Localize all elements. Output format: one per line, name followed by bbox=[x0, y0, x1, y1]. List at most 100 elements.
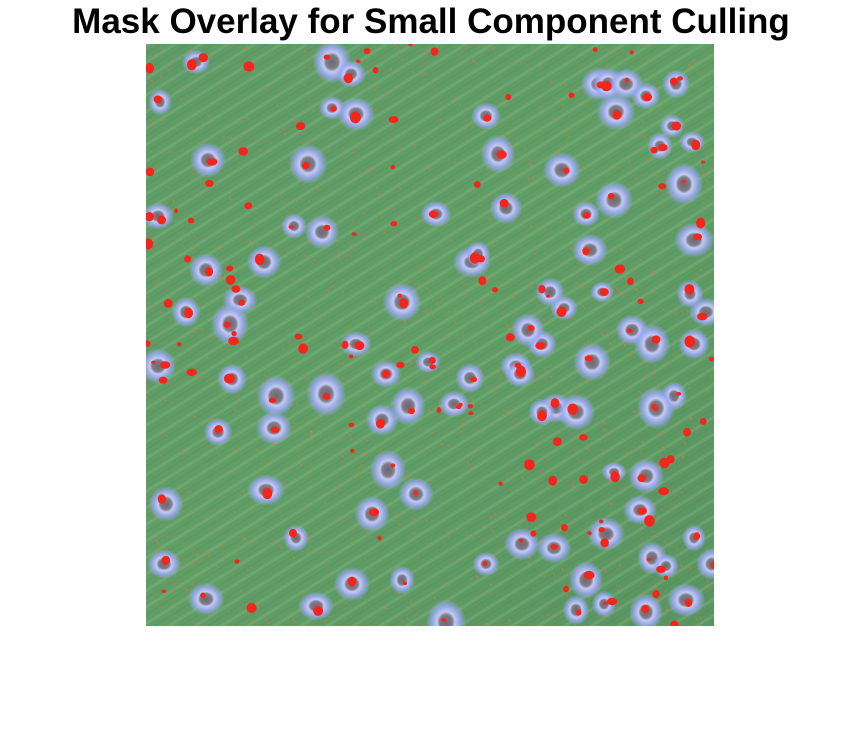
red-mask-blob bbox=[228, 336, 239, 346]
orange-mask-speck bbox=[585, 196, 589, 201]
orange-mask-speck bbox=[426, 542, 430, 546]
orange-mask-speck bbox=[498, 505, 502, 510]
orange-mask-speck bbox=[384, 437, 388, 441]
orange-mask-speck bbox=[542, 318, 546, 322]
orange-mask-speck bbox=[307, 97, 311, 102]
orange-mask-speck bbox=[444, 311, 446, 314]
orange-mask-speck bbox=[526, 561, 530, 565]
orange-mask-speck bbox=[358, 294, 360, 296]
plant-halo bbox=[664, 162, 704, 206]
orange-mask-speck bbox=[281, 346, 285, 351]
orange-mask-speck bbox=[699, 615, 702, 620]
orange-mask-speck bbox=[586, 446, 590, 451]
orange-mask-speck bbox=[182, 232, 186, 236]
orange-mask-speck bbox=[522, 225, 525, 229]
orange-mask-speck bbox=[348, 433, 352, 437]
orange-mask-speck bbox=[548, 489, 551, 492]
orange-mask-speck bbox=[436, 119, 439, 122]
orange-mask-speck bbox=[323, 619, 327, 623]
plant-halo bbox=[594, 180, 634, 220]
orange-mask-speck bbox=[364, 557, 367, 561]
orange-mask-speck bbox=[643, 135, 647, 139]
orange-mask-speck bbox=[536, 305, 539, 309]
orange-mask-speck bbox=[176, 358, 179, 362]
orange-mask-speck bbox=[520, 232, 523, 235]
orange-mask-speck bbox=[181, 541, 184, 544]
orange-mask-speck bbox=[248, 137, 252, 141]
red-mask-blob bbox=[254, 253, 265, 265]
orange-mask-speck bbox=[151, 596, 154, 600]
orange-mask-speck bbox=[633, 288, 636, 290]
orange-mask-speck bbox=[209, 115, 211, 118]
red-mask-blob bbox=[234, 559, 240, 564]
orange-mask-speck bbox=[705, 585, 708, 589]
orange-mask-speck bbox=[500, 374, 503, 378]
orange-mask-speck bbox=[633, 441, 636, 444]
orange-mask-speck bbox=[296, 454, 300, 458]
orange-mask-speck bbox=[352, 427, 356, 430]
orange-mask-speck bbox=[219, 347, 223, 351]
orange-mask-speck bbox=[351, 220, 355, 223]
orange-mask-speck bbox=[704, 482, 707, 485]
orange-mask-speck bbox=[351, 536, 354, 539]
orange-mask-speck bbox=[330, 281, 332, 284]
orange-mask-speck bbox=[333, 257, 336, 261]
orange-mask-speck bbox=[674, 308, 677, 311]
red-mask-blob bbox=[226, 265, 234, 272]
orange-mask-speck bbox=[363, 405, 366, 408]
orange-mask-speck bbox=[338, 346, 342, 350]
red-mask-blob bbox=[399, 298, 409, 309]
orange-mask-speck bbox=[340, 454, 344, 458]
orange-mask-speck bbox=[564, 83, 568, 87]
orange-mask-speck bbox=[194, 382, 197, 385]
orange-mask-speck bbox=[608, 341, 612, 345]
orange-mask-speck bbox=[435, 339, 439, 343]
orange-mask-speck bbox=[173, 545, 176, 548]
orange-mask-speck bbox=[553, 573, 556, 576]
orange-mask-speck bbox=[194, 235, 197, 239]
red-mask-blob bbox=[473, 181, 481, 188]
orange-mask-speck bbox=[279, 585, 282, 588]
orange-mask-speck bbox=[239, 164, 242, 167]
orange-mask-speck bbox=[473, 340, 477, 345]
orange-mask-speck bbox=[485, 168, 488, 171]
orange-mask-speck bbox=[325, 452, 329, 456]
orange-mask-speck bbox=[258, 148, 261, 152]
orange-mask-speck bbox=[378, 193, 382, 197]
red-mask-blob bbox=[515, 365, 526, 377]
orange-mask-speck bbox=[583, 166, 586, 170]
orange-mask-speck bbox=[544, 251, 548, 256]
orange-mask-speck bbox=[628, 161, 631, 165]
orange-mask-speck bbox=[651, 271, 655, 275]
orange-mask-speck bbox=[240, 166, 243, 168]
orange-mask-speck bbox=[407, 381, 410, 384]
orange-mask-speck bbox=[535, 377, 538, 381]
orange-mask-speck bbox=[338, 240, 341, 243]
red-mask-blob bbox=[363, 48, 371, 55]
orange-mask-speck bbox=[491, 528, 495, 533]
red-mask-blob bbox=[223, 373, 235, 384]
orange-mask-speck bbox=[333, 470, 337, 475]
orange-mask-speck bbox=[492, 244, 496, 248]
orange-mask-speck bbox=[607, 432, 610, 436]
orange-mask-speck bbox=[433, 79, 435, 81]
red-mask-blob bbox=[390, 164, 396, 170]
orange-mask-speck bbox=[185, 196, 188, 200]
orange-mask-speck bbox=[461, 282, 463, 285]
orange-mask-speck bbox=[555, 497, 559, 501]
orange-mask-speck bbox=[514, 61, 517, 65]
orange-mask-speck bbox=[201, 120, 205, 125]
orange-mask-speck bbox=[377, 106, 380, 109]
red-mask-blob bbox=[350, 111, 361, 124]
orange-mask-speck bbox=[191, 334, 194, 338]
red-mask-blob bbox=[186, 59, 197, 71]
orange-mask-speck bbox=[269, 140, 272, 145]
red-mask-blob bbox=[656, 565, 666, 574]
orange-mask-speck bbox=[709, 374, 713, 379]
orange-mask-speck bbox=[517, 142, 520, 145]
orange-mask-speck bbox=[405, 334, 408, 337]
orange-mask-speck bbox=[472, 595, 475, 599]
orange-mask-speck bbox=[163, 248, 167, 252]
orange-mask-speck bbox=[423, 72, 427, 76]
orange-mask-speck bbox=[529, 71, 532, 75]
